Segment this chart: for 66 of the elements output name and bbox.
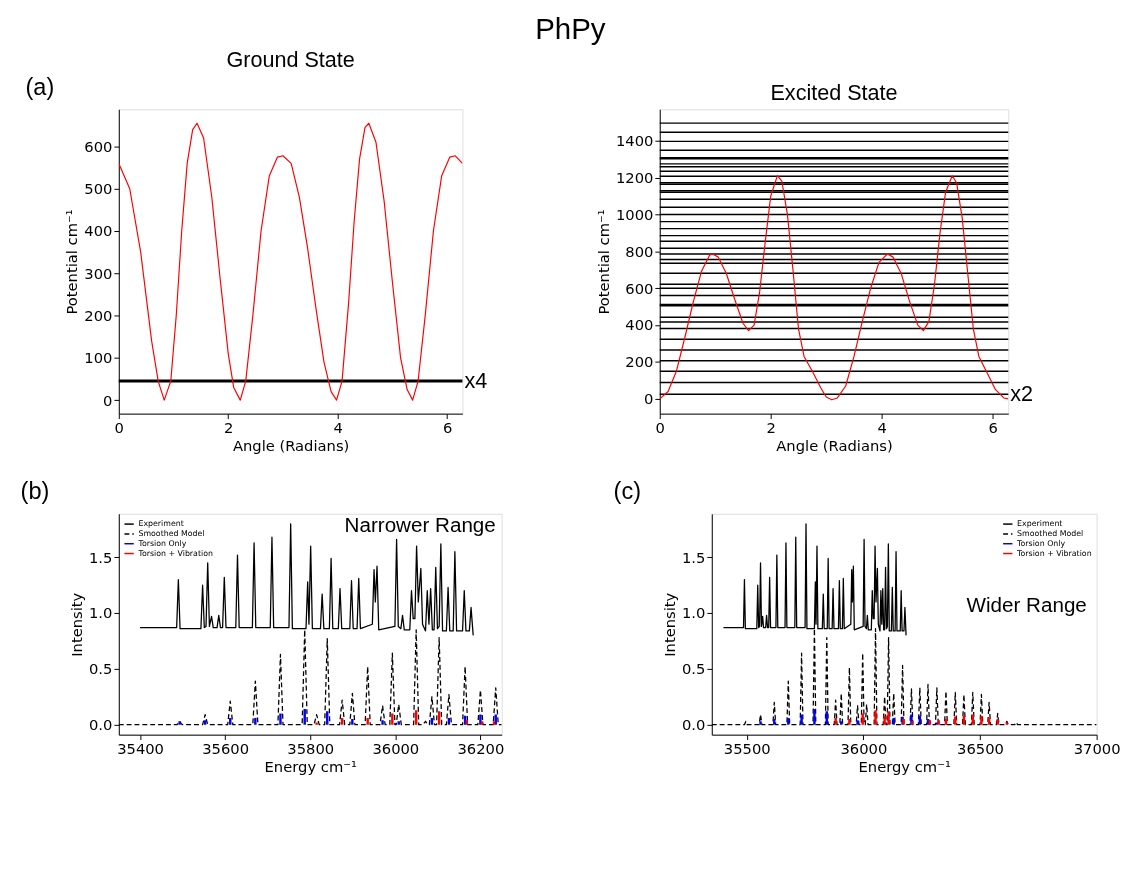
y-tick-label: 600 [84,137,113,155]
x-tick-label: 6 [442,418,453,436]
text: (b) [20,478,50,505]
y-tick-label: 1400 [615,132,654,150]
x-axis-title: Angle (Radians) [232,437,350,455]
legend-label: Torsion Only [1016,538,1066,548]
legend-label: Experiment [1017,519,1063,529]
legend-label: Torsion + Vibration [137,548,213,558]
x-tick-label: 4 [877,418,887,436]
y-tick-label: 800 [625,242,654,260]
y-tick-label: 1000 [615,205,654,223]
y-tick-label: 200 [625,353,654,371]
y-tick-label: 0.0 [88,716,113,734]
y-tick-label: 0 [103,391,113,409]
legend-label: Torsion + Vibration [1016,548,1092,558]
y-tick-label: 0.5 [88,660,113,678]
x-axis-title: Energy cm⁻¹ [264,758,357,776]
y-axis-title: Potential cm⁻¹ [63,209,81,315]
x-tick-label: 37000 [1073,739,1121,757]
legend-label: Smoothed Model [138,528,205,538]
x-tick-label: 0 [114,418,124,436]
y-tick-label: 100 [84,349,113,367]
y-tick-label: 600 [625,279,654,297]
y-tick-label: 0.5 [681,660,706,678]
x-tick-label: 35500 [723,739,771,757]
y-tick-label: 1.5 [88,548,113,566]
annotation: Narrower Range [344,513,496,537]
x-tick-label: 4 [333,418,343,436]
y-axis-title: Intensity [661,592,679,657]
legend-label: Torsion Only [137,538,187,548]
text: (c) [613,478,642,505]
x-tick-label: 35800 [287,739,335,757]
x-tick-label: 36500 [957,739,1004,757]
y-tick-label: 1.0 [88,604,113,622]
y-tick-label: 1.5 [681,548,706,566]
x-tick-label: 35400 [117,739,164,757]
chart-title: Ground State [226,47,355,73]
x-axis-title: Angle (Radians) [776,437,893,455]
legend-label: Experiment [138,519,184,529]
y-tick-label: 0 [643,390,654,408]
x-tick-label: 2 [224,418,234,436]
ref-line-label: x2 [1010,381,1034,407]
y-tick-label: 500 [84,180,113,198]
x-tick-label: 2 [766,418,776,436]
ref-line-label: x4 [464,367,488,393]
x-tick-label: 35600 [202,739,250,757]
y-tick-label: 300 [84,264,113,282]
y-tick-label: 200 [84,306,113,324]
y-tick-label: 0.0 [681,716,706,734]
x-axis-title: Energy cm⁻¹ [858,758,951,776]
x-tick-label: 36000 [840,739,888,757]
y-tick-label: 1.0 [681,604,706,622]
x-tick-label: 6 [988,418,998,436]
text: PhPy [535,12,606,46]
y-tick-label: 400 [625,316,654,334]
chart-title: Excited State [770,80,898,106]
x-tick-label: 36200 [457,739,505,757]
y-axis-title: Potential cm⁻¹ [595,209,613,315]
x-tick-label: 36000 [372,739,420,757]
legend-label: Smoothed Model [1017,528,1084,538]
y-axis-title: Intensity [68,592,86,657]
y-tick-label: 400 [84,222,113,240]
y-tick-label: 1200 [615,168,654,186]
annotation: Wider Range [966,593,1087,617]
text: (a) [25,73,55,100]
x-tick-label: 0 [655,418,665,436]
